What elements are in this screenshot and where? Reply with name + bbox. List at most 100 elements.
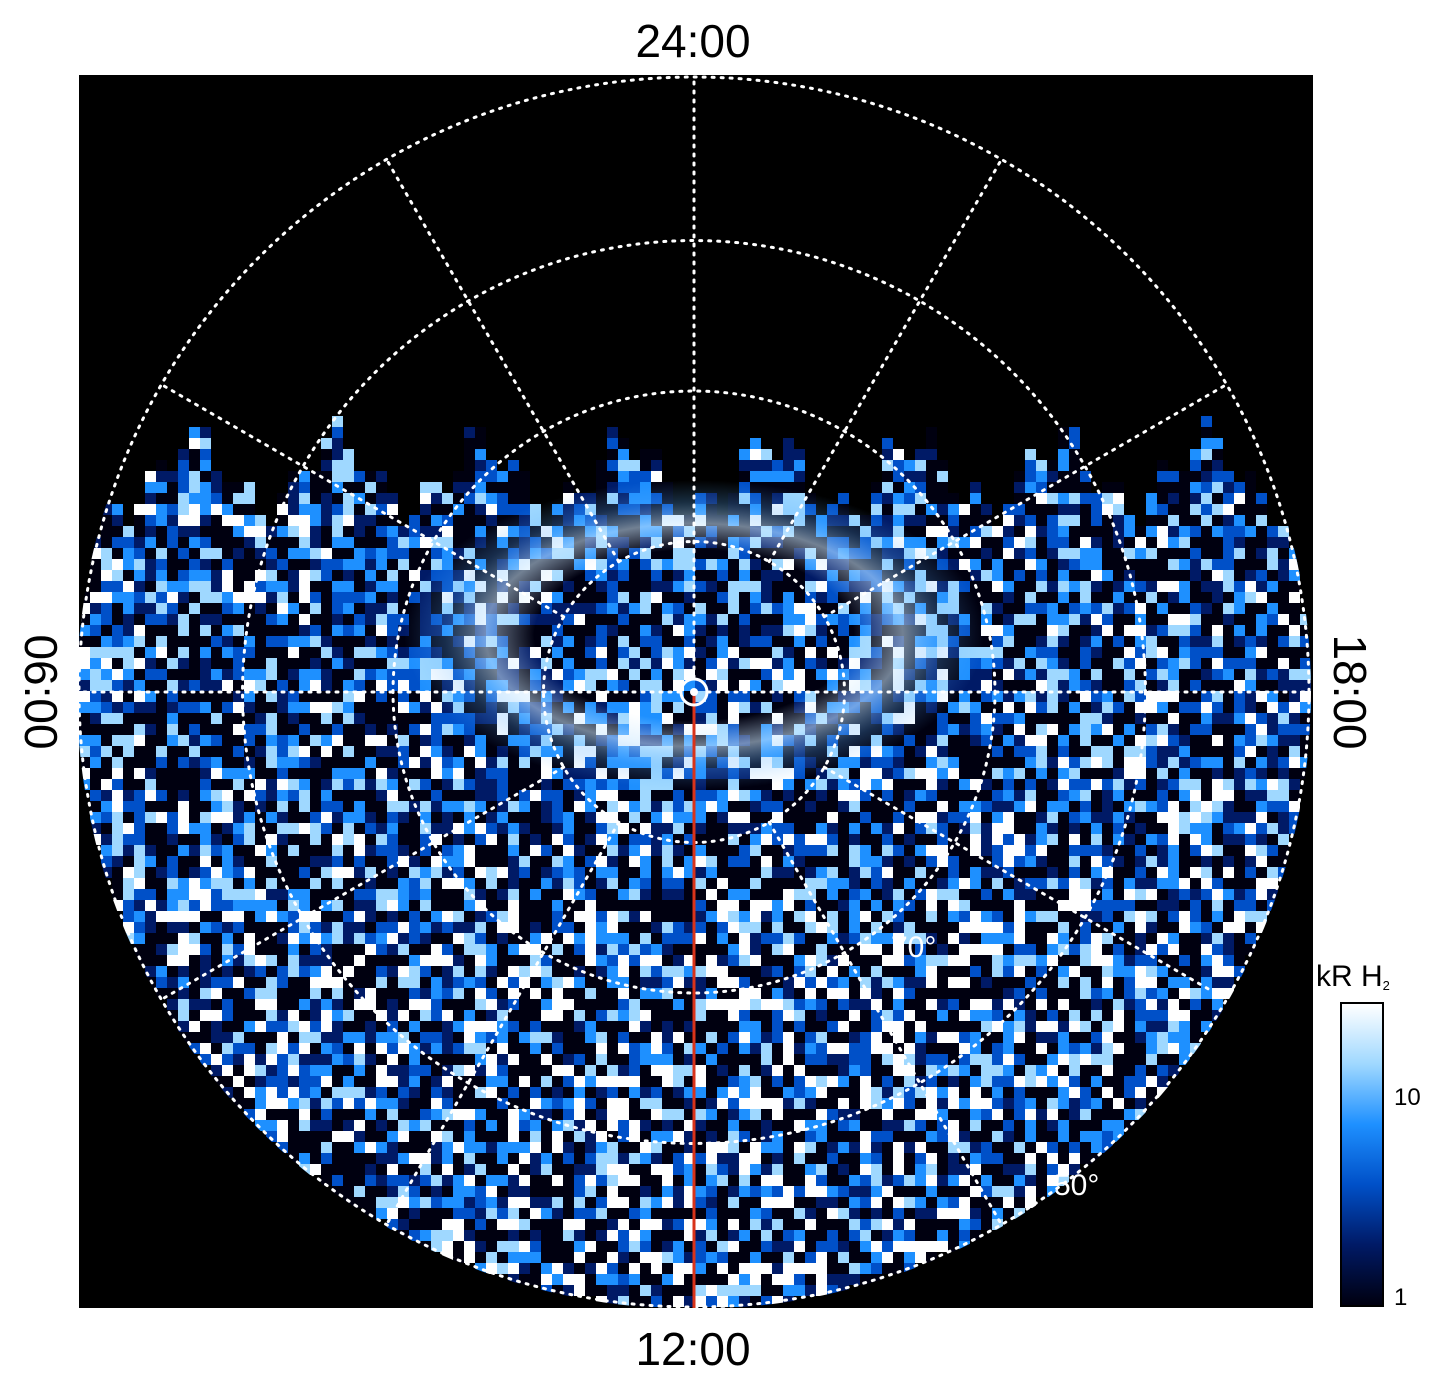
emission-cell <box>563 944 574 955</box>
emission-cell <box>475 834 486 845</box>
emission-cell <box>1036 944 1047 955</box>
emission-cell <box>1201 900 1212 911</box>
emission-cell <box>288 625 299 644</box>
emission-cell <box>376 757 387 768</box>
emission-cell <box>827 779 838 790</box>
emission-cell <box>607 801 618 812</box>
emission-cell <box>453 724 464 735</box>
emission-cell <box>79 658 90 677</box>
emission-cell <box>475 878 486 889</box>
emission-cell <box>563 812 574 823</box>
emission-cell <box>1080 603 1091 622</box>
emission-cell <box>838 823 849 834</box>
emission-cell <box>200 438 211 457</box>
emission-cell <box>1124 834 1135 845</box>
emission-cell <box>1003 856 1014 867</box>
emission-cell <box>90 636 101 655</box>
emission-cell <box>299 614 310 633</box>
emission-cell <box>1289 746 1300 757</box>
emission-cell <box>266 834 277 845</box>
emission-cell <box>1212 493 1223 512</box>
emission-cell <box>145 757 156 768</box>
emission-cell <box>1080 592 1091 611</box>
emission-cell <box>607 867 618 878</box>
emission-cell <box>750 922 761 933</box>
emission-cell <box>728 944 739 955</box>
emission-cell <box>1157 790 1168 801</box>
emission-cell <box>530 889 541 900</box>
emission-cell <box>1080 669 1091 688</box>
emission-cell <box>321 779 332 790</box>
emission-cell <box>178 933 189 944</box>
emission-cell <box>530 900 541 911</box>
emission-cell <box>1157 691 1168 710</box>
emission-cell <box>618 471 629 490</box>
emission-cell <box>849 955 860 966</box>
emission-cell <box>717 966 728 977</box>
emission-cell <box>1201 515 1212 534</box>
emission-cell <box>530 966 541 977</box>
emission-cell <box>1267 647 1278 666</box>
emission-cell <box>574 900 585 911</box>
emission-cell <box>497 966 508 977</box>
emission-cell <box>629 922 640 933</box>
emission-cell <box>101 691 112 710</box>
emission-cell <box>673 823 684 834</box>
emission-cell <box>1179 724 1190 735</box>
emission-cell <box>1135 867 1146 878</box>
emission-cell <box>992 933 1003 944</box>
emission-cell <box>365 625 376 644</box>
emission-cell <box>189 691 200 710</box>
emission-cell <box>1047 493 1058 512</box>
emission-cell <box>178 537 189 556</box>
emission-cell <box>783 966 794 977</box>
emission-cell <box>321 768 332 779</box>
emission-cell <box>431 966 442 977</box>
emission-cell <box>519 834 530 845</box>
emission-cell <box>1102 823 1113 834</box>
emission-cell <box>398 658 409 677</box>
emission-cell <box>1201 823 1212 834</box>
emission-cell <box>288 944 299 955</box>
emission-cell <box>1135 614 1146 633</box>
emission-cell <box>871 900 882 911</box>
emission-cell <box>1102 779 1113 790</box>
emission-cell <box>948 889 959 900</box>
emission-cell <box>299 482 310 501</box>
emission-cell <box>167 889 178 900</box>
emission-cell <box>310 801 321 812</box>
emission-cell <box>574 878 585 889</box>
emission-cell <box>1025 900 1036 911</box>
emission-cell <box>167 548 178 567</box>
emission-cell <box>222 900 233 911</box>
emission-cell <box>618 856 629 867</box>
emission-cell <box>277 592 288 611</box>
emission-cell <box>266 977 277 988</box>
emission-cell <box>354 614 365 633</box>
emission-cell <box>167 823 178 834</box>
emission-cell <box>321 636 332 655</box>
emission-cell <box>343 625 354 644</box>
emission-cell <box>244 889 255 900</box>
emission-cell <box>1190 812 1201 823</box>
emission-cell <box>926 482 937 501</box>
emission-cell <box>1025 944 1036 955</box>
emission-cell <box>343 966 354 977</box>
emission-cell <box>233 801 244 812</box>
emission-cell <box>1245 691 1256 710</box>
emission-cell <box>585 801 596 812</box>
emission-cell <box>222 812 233 823</box>
emission-cell <box>1278 526 1289 545</box>
emission-cell <box>365 515 376 534</box>
emission-cell <box>1003 966 1014 977</box>
emission-cell <box>255 526 266 545</box>
emission-cell <box>508 812 519 823</box>
emission-cell <box>354 922 365 933</box>
emission-cell <box>1036 779 1047 790</box>
emission-cell <box>266 592 277 611</box>
emission-cell <box>332 537 343 556</box>
emission-cell <box>1003 702 1014 713</box>
emission-cell <box>1157 801 1168 812</box>
emission-cell <box>266 779 277 790</box>
emission-cell <box>1003 581 1014 600</box>
